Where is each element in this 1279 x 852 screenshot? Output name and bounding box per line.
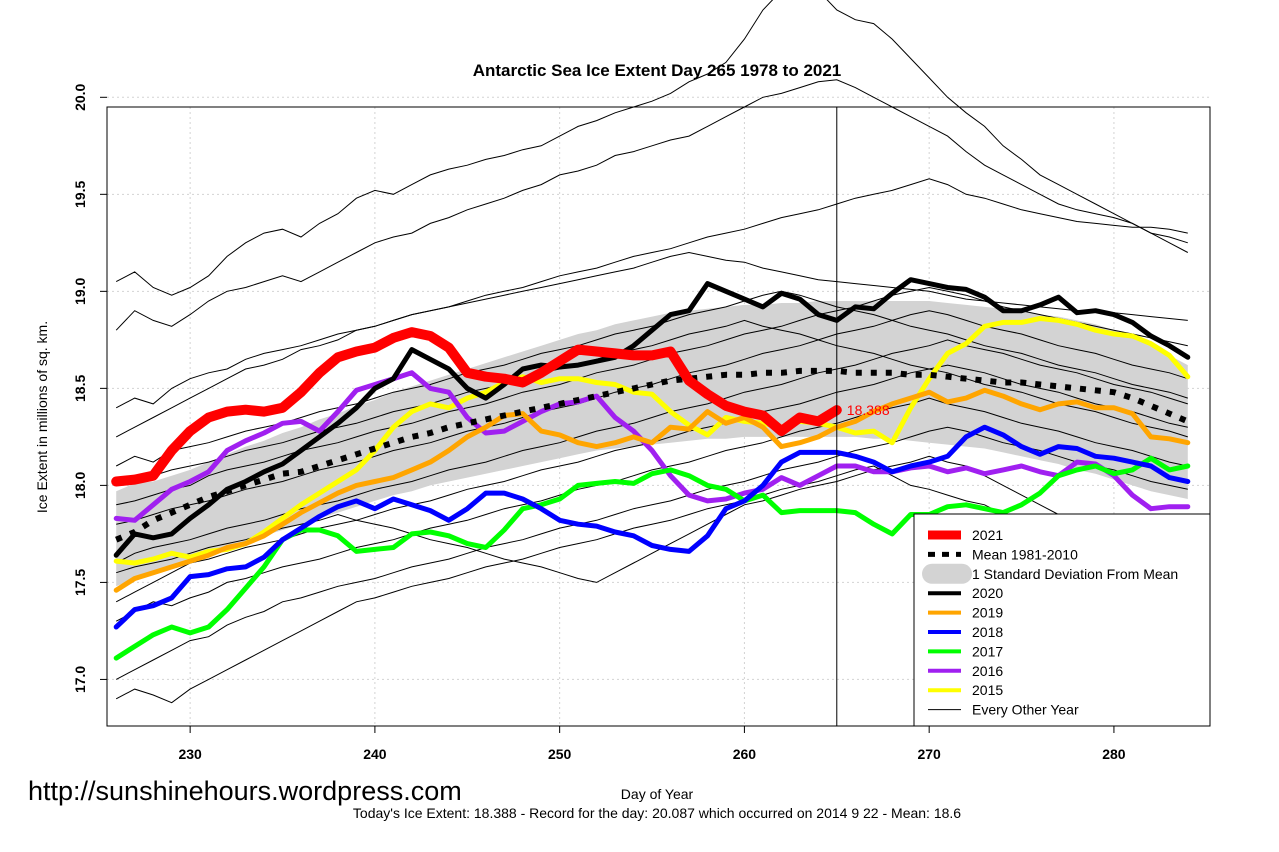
- y-tick-label: 19.0: [72, 278, 88, 305]
- legend-label: Mean 1981-2010: [972, 546, 1078, 562]
- axes: 230 240 250 260 270 280 17.0 17.5 18.0 18.5 19.0 19…: [72, 83, 1211, 762]
- other-year-line: [115, 290, 1188, 467]
- x-tick-label: 230: [178, 746, 202, 762]
- other-year-line: [115, 251, 1188, 409]
- legend-label: 1 Standard Deviation From Mean: [972, 566, 1178, 582]
- other-year-line: [115, 426, 1188, 680]
- legend-label: 2016: [972, 663, 1003, 679]
- series-line-2020: [113, 277, 1191, 558]
- day-marker: 18.388: [836, 107, 890, 726]
- legend-label: 2019: [972, 605, 1003, 621]
- legend-swatch: [922, 563, 972, 584]
- y-tick-label: 20.0: [72, 83, 88, 110]
- other-year-line: [115, 397, 1188, 622]
- other-year-line: [116, 455, 1189, 583]
- other-year-line: [116, 319, 1188, 486]
- series-line-2019: [113, 387, 1191, 593]
- x-tick-label: 250: [548, 746, 572, 762]
- series-line-mean-1981-2010: [115, 367, 1189, 543]
- other-year-line: [115, 0, 1189, 296]
- legend-label: 2020: [972, 585, 1003, 601]
- x-tick-label: 260: [733, 746, 757, 762]
- other-year-line: [115, 178, 1188, 438]
- legend-label: 2015: [972, 682, 1003, 698]
- legend: 2021 Mean 1981-2010 1 Standard Deviation F…: [913, 513, 1211, 727]
- y-tick-label: 17.5: [72, 569, 88, 596]
- legend-label: 2021: [972, 527, 1003, 543]
- y-tick-label: 19.5: [72, 180, 88, 207]
- y-tick-label: 18.5: [72, 375, 88, 402]
- legend-label: 2017: [972, 643, 1003, 659]
- x-tick-label: 280: [1102, 746, 1126, 762]
- series-line-2021: [111, 327, 842, 487]
- y-tick-label: 18.0: [72, 472, 88, 499]
- current-value-label: 18.388: [847, 402, 890, 418]
- plot-frame: [106, 106, 1211, 727]
- chart-title: Antarctic Sea Ice Extent Day 265 1978 to…: [473, 61, 842, 80]
- series-lines: [111, 277, 1191, 661]
- y-tick-label: 17.0: [72, 666, 88, 693]
- series-line-2016: [113, 370, 1191, 523]
- footer-stats: Today's Ice Extent: 18.388 - Record for …: [353, 805, 961, 821]
- other-year-line: [115, 79, 1188, 331]
- series-line-2015: [113, 316, 1191, 566]
- legend-label: 2018: [972, 624, 1003, 640]
- legend-box: [913, 513, 1211, 727]
- x-tick-label: 240: [363, 746, 387, 762]
- watermark-url: http://sunshinehours.wordpress.com: [28, 776, 462, 806]
- series-line-2018: [113, 424, 1191, 630]
- legend-label: Every Other Year: [972, 702, 1079, 718]
- x-tick-label: 270: [917, 746, 941, 762]
- x-axis-label: Day of Year: [621, 786, 694, 802]
- y-axis-label: Ice Extent in millions of sq. km.: [34, 321, 50, 513]
